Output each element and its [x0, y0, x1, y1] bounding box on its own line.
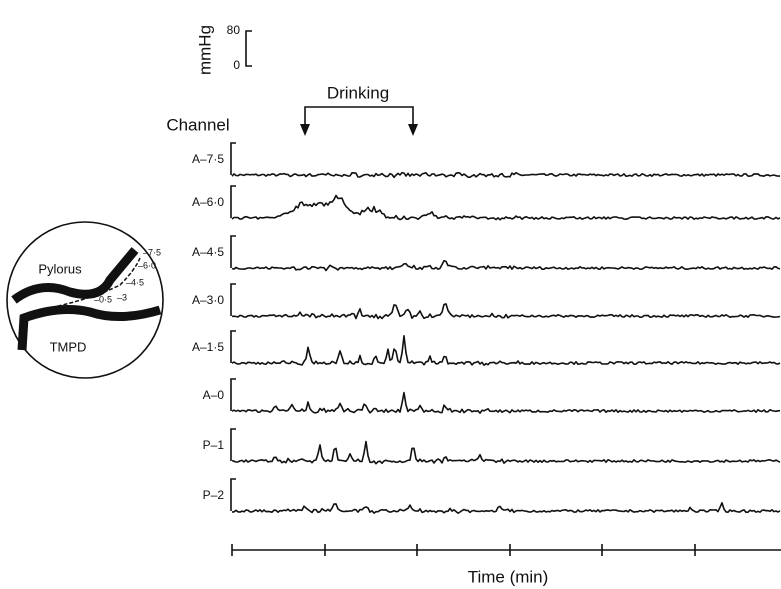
- channel-label: A–1·5: [192, 340, 224, 354]
- position-label: –0·5: [94, 294, 112, 304]
- x-axis-label: Time (min): [468, 567, 549, 586]
- channel-label: A–3·0: [192, 293, 224, 307]
- scale-bottom: 0: [233, 58, 240, 72]
- position-label: –7·5: [143, 247, 161, 257]
- channel-bracket: [230, 235, 236, 268]
- channel-label: A–6·0: [192, 195, 224, 209]
- position-label: –6·0: [138, 260, 156, 270]
- pressure-trace: [231, 335, 781, 366]
- pressure-trace: [231, 171, 780, 179]
- position-label: –4·5: [126, 277, 144, 287]
- pressure-trace: [231, 194, 781, 221]
- pressure-trace: [231, 440, 781, 465]
- anatomy-inset: Pylorus TMPD –7·5 –6·0 –4·5 –3 –0·5: [6, 221, 164, 379]
- channel-bracket: [230, 185, 236, 218]
- channel-label: A–0: [203, 388, 225, 402]
- inset-label: Pylorus: [38, 261, 82, 276]
- channel-label: P–1: [203, 438, 225, 452]
- inset-label: TMPD: [50, 339, 87, 354]
- channel-bracket: [230, 330, 236, 363]
- pressure-trace: [231, 303, 781, 320]
- event-label: Drinking: [327, 83, 389, 102]
- scale-bar: [245, 30, 252, 67]
- event-arrows: [300, 124, 418, 136]
- channel-bracket: [230, 428, 236, 461]
- channel-label: A–4·5: [192, 245, 224, 259]
- catheter: [39, 257, 141, 311]
- inset-circle: [6, 221, 164, 379]
- channel-label: P–2: [203, 488, 225, 502]
- event-bracket: [304, 106, 414, 134]
- scale-unit: mmHg: [195, 25, 214, 75]
- channel-bracket: [230, 478, 236, 511]
- duodenum-wall: [17, 305, 162, 351]
- channel-header: Channel: [166, 115, 229, 134]
- scale-top: 80: [227, 23, 241, 37]
- channel-label: A–7·5: [192, 152, 224, 166]
- pressure-trace: [232, 502, 781, 514]
- pressure-trace: [231, 259, 781, 272]
- pressure-trace: [231, 391, 781, 414]
- channel-bracket: [230, 142, 236, 175]
- stomach-wall: [11, 247, 139, 304]
- channel-bracket: [230, 378, 236, 411]
- channel-bracket: [230, 283, 236, 316]
- position-label: –3: [117, 292, 127, 302]
